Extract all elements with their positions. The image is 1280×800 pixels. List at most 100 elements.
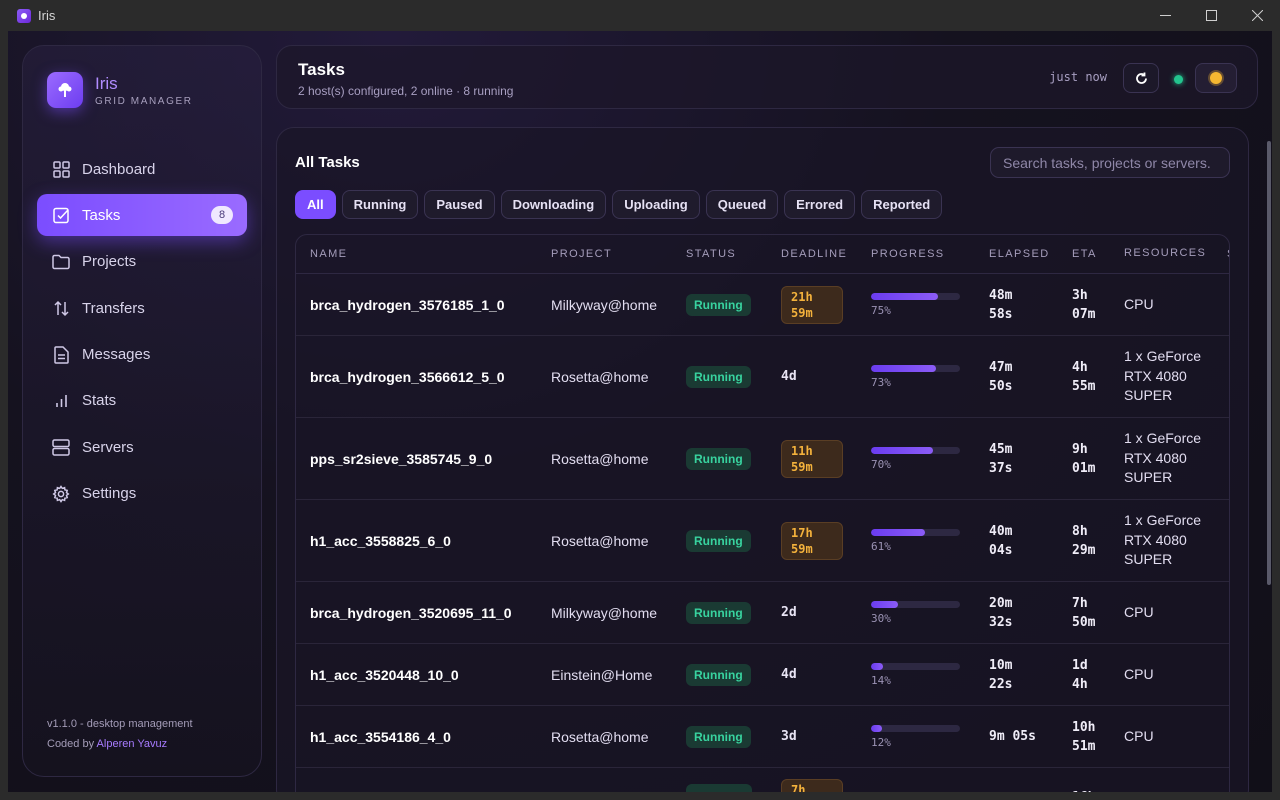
table-row[interactable]: h1_acc_3554186_4_0 Rosetta@home Running 3d 1… xyxy=(296,706,1229,768)
task-elapsed-cell: 9m 05s xyxy=(975,727,1058,746)
progress-fill xyxy=(871,724,882,732)
filter-queued[interactable]: Queued xyxy=(705,190,779,219)
sidebar-item-tasks[interactable]: Tasks 8 xyxy=(37,194,247,237)
filter-errored[interactable]: Errored xyxy=(784,190,856,219)
task-status-cell xyxy=(672,784,767,792)
refresh-button[interactable] xyxy=(1123,63,1159,93)
page-header: Tasks 2 host(s) configured, 2 online · 8… xyxy=(276,45,1258,109)
column-header-project[interactable]: PROJECT xyxy=(551,248,613,260)
sidebar-item-transfers[interactable]: Transfers xyxy=(37,287,247,329)
sidebar-item-stats[interactable]: Stats xyxy=(37,380,247,422)
online-status-dot xyxy=(1174,75,1183,84)
deadline-text: 4d xyxy=(781,667,797,682)
column-header-truncated[interactable]: S xyxy=(1213,248,1229,260)
progress-percent: 61% xyxy=(871,539,891,553)
progress-bar xyxy=(871,600,960,608)
deadline-part: 21h xyxy=(791,289,813,304)
task-eta-cell: 16h xyxy=(1058,788,1110,792)
eta-part: 1d xyxy=(1072,657,1088,673)
maximize-button[interactable] xyxy=(1188,0,1234,31)
column-header-status[interactable]: STATUS xyxy=(686,248,737,260)
deadline-text: 3d xyxy=(781,729,797,744)
task-deadline-cell: 2d xyxy=(767,605,857,620)
resource-line: CPU xyxy=(1124,295,1154,312)
sidebar-item-dashboard[interactable]: Dashboard xyxy=(37,148,247,190)
tasks-panel: All Tasks All Running Paused Downloading… xyxy=(276,127,1249,792)
status-badge: Running xyxy=(686,725,751,748)
progress-fill xyxy=(871,446,934,454)
task-deadline-cell: 21h 59m xyxy=(767,285,857,324)
table-row[interactable]: brca_hydrogen_3520695_11_0 Milkyway@home R… xyxy=(296,582,1229,644)
task-progress-cell: 12% xyxy=(857,724,975,749)
resource-line: 1 x GeForce xyxy=(1124,512,1202,529)
status-badge: Running xyxy=(686,365,751,388)
task-resources-cell: CPU xyxy=(1110,295,1213,315)
filter-reported[interactable]: Reported xyxy=(861,190,943,219)
task-status-cell: Running xyxy=(672,725,767,748)
sidebar-item-label: Projects xyxy=(82,253,137,271)
column-header-resources[interactable]: RESOURCES xyxy=(1124,247,1207,260)
task-deadline-cell: 4d xyxy=(767,667,857,682)
column-header-progress[interactable]: PROGRESS xyxy=(871,248,945,260)
eta-part: 3h xyxy=(1072,287,1088,303)
task-eta-cell: 4h 55m xyxy=(1058,358,1110,396)
eta-part: 16h xyxy=(1072,788,1110,792)
column-header-eta[interactable]: ETA xyxy=(1072,247,1097,260)
table-row[interactable]: h1_acc_3520448_10_0 Einstein@Home Running 4… xyxy=(296,644,1229,706)
filter-uploading[interactable]: Uploading xyxy=(612,190,700,219)
status-badge: Running xyxy=(686,601,751,624)
iris-logo-icon xyxy=(47,72,83,108)
sidebar-item-messages[interactable]: Messages xyxy=(37,334,247,376)
eta-part: 7h xyxy=(1072,595,1088,611)
filter-running[interactable]: Running xyxy=(341,190,419,219)
progress-fill xyxy=(871,528,926,536)
table-row[interactable]: brca_hydrogen_3576185_1_0 Milkyway@home Ru… xyxy=(296,274,1229,336)
folder-icon xyxy=(52,253,70,271)
page-scrollbar[interactable] xyxy=(1267,141,1271,585)
task-progress-cell: 30% xyxy=(857,600,975,625)
progress-percent: 12% xyxy=(871,735,891,749)
column-header-deadline[interactable]: DEADLINE xyxy=(781,248,848,260)
elapsed-part: 50s xyxy=(989,378,1013,394)
filter-all[interactable]: All xyxy=(295,190,336,219)
app-icon xyxy=(17,8,31,23)
status-filters: All Running Paused Downloading Uploading… xyxy=(295,190,948,219)
column-header-name[interactable]: NAME xyxy=(310,248,348,260)
task-deadline-cell: 11h 59m xyxy=(767,439,857,478)
task-resources-cell: 1 x GeForce RTX 4080 SUPER xyxy=(1110,511,1213,570)
resource-line: SUPER xyxy=(1124,469,1173,486)
eta-part: 8h xyxy=(1072,523,1088,539)
close-window-button[interactable] xyxy=(1234,0,1280,31)
sidebar-item-settings[interactable]: Settings xyxy=(37,473,247,515)
resource-line: RTX 4080 xyxy=(1124,449,1187,466)
table-row[interactable]: brca_hydrogen_3566612_5_0 Rosetta@home Run… xyxy=(296,336,1229,418)
deadline-part: 59m xyxy=(791,459,813,474)
filter-downloading[interactable]: Downloading xyxy=(500,190,607,219)
page-title: Tasks xyxy=(298,60,345,79)
task-resources-cell: CPU xyxy=(1110,603,1213,623)
task-progress-cell: 73% xyxy=(857,364,975,389)
table-row[interactable]: 7h 16h xyxy=(296,768,1229,792)
document-icon xyxy=(52,345,70,364)
column-header-elapsed[interactable]: ELAPSED xyxy=(989,247,1050,260)
deadline-warning-badge: 11h 59m xyxy=(781,439,843,478)
elapsed-part: 58s xyxy=(989,306,1013,322)
elapsed-part: 22s xyxy=(989,676,1013,692)
sidebar-item-label: Servers xyxy=(82,438,134,456)
task-resources-cell: CPU xyxy=(1110,665,1213,685)
author-link[interactable]: Alperen Yavuz xyxy=(96,738,168,750)
table-row[interactable]: h1_acc_3558825_6_0 Rosetta@home Running 17h… xyxy=(296,500,1229,582)
sidebar-item-projects[interactable]: Projects xyxy=(37,241,247,283)
search-input[interactable] xyxy=(990,147,1230,178)
sidebar-item-label: Stats xyxy=(82,392,117,410)
status-badge: Running xyxy=(686,447,751,470)
theme-toggle-button[interactable] xyxy=(1195,63,1237,93)
filter-paused[interactable]: Paused xyxy=(424,190,495,219)
deadline-warning-badge: 21h 59m xyxy=(781,285,843,324)
sidebar-item-servers[interactable]: Servers xyxy=(37,426,247,468)
eta-part: 4h xyxy=(1072,359,1088,375)
tasks-count-badge: 8 xyxy=(211,206,233,225)
resource-line: CPU xyxy=(1124,727,1154,744)
minimize-button[interactable] xyxy=(1142,0,1188,31)
table-row[interactable]: pps_sr2sieve_3585745_9_0 Rosetta@home Runn… xyxy=(296,418,1229,500)
